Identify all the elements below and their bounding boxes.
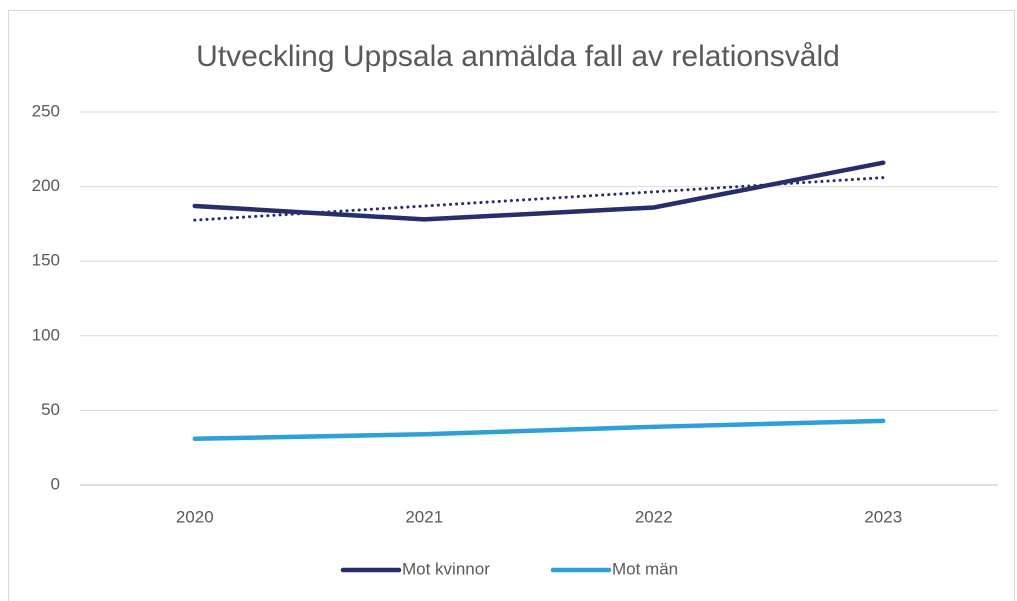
data-line	[192, 418, 886, 441]
x-tick-label: 2021	[405, 507, 443, 526]
y-tick-label: 100	[32, 325, 60, 344]
trend-line	[193, 176, 885, 222]
legend-label: Mot kvinnor	[402, 559, 490, 578]
y-tick-label: 250	[32, 101, 60, 120]
chart-title: Utveckling Uppsala anmälda fall av relat…	[196, 40, 840, 73]
x-tick-label: 2023	[864, 507, 902, 526]
y-tick-label: 0	[51, 474, 60, 493]
x-tick-label: 2020	[176, 507, 214, 526]
x-tick-label: 2022	[635, 507, 673, 526]
y-tick-label: 50	[41, 400, 60, 419]
chart-frame	[8, 10, 1015, 601]
y-tick-label: 200	[32, 176, 60, 195]
legend-label: Mot män	[612, 559, 678, 578]
y-tick-label: 150	[32, 251, 60, 270]
